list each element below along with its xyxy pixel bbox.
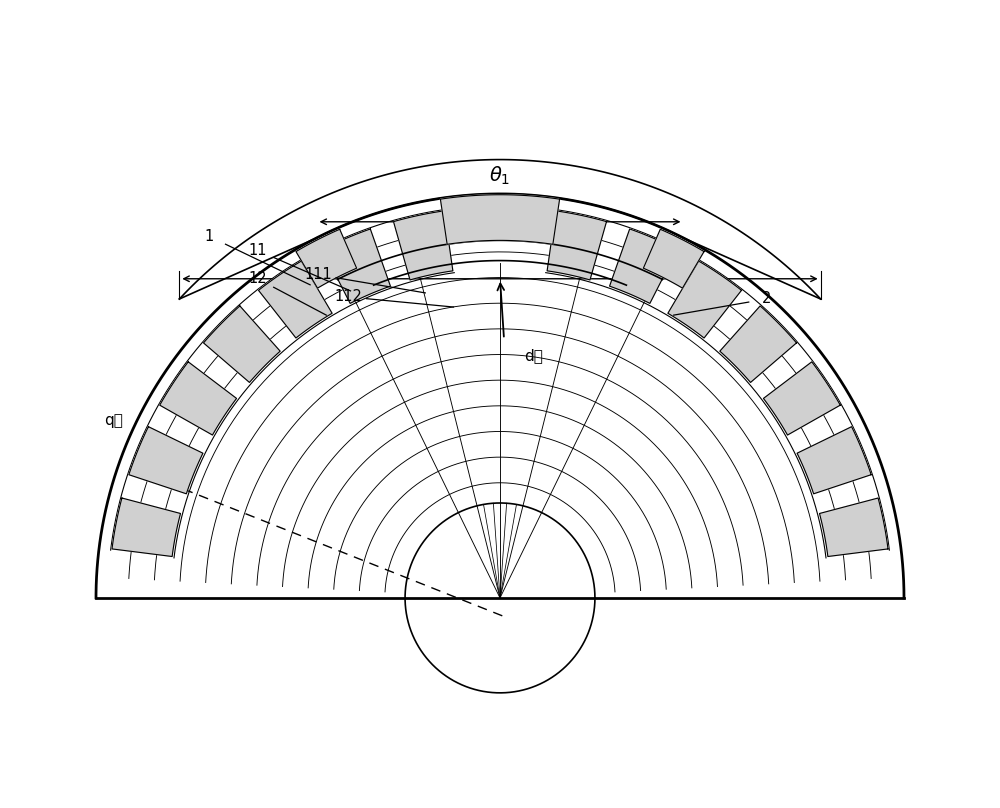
Polygon shape — [112, 498, 180, 557]
Text: $\theta_1$: $\theta_1$ — [489, 165, 511, 187]
Text: 112: 112 — [335, 289, 362, 305]
Polygon shape — [610, 229, 677, 303]
Polygon shape — [204, 306, 280, 382]
Polygon shape — [323, 229, 390, 303]
Text: 12: 12 — [248, 271, 267, 286]
Polygon shape — [643, 229, 704, 288]
Polygon shape — [720, 306, 796, 382]
Polygon shape — [820, 498, 888, 557]
Polygon shape — [129, 427, 203, 494]
Text: 11: 11 — [248, 243, 267, 258]
Text: 2: 2 — [762, 292, 771, 306]
Polygon shape — [160, 362, 237, 435]
Text: $\theta_2$: $\theta_2$ — [488, 208, 512, 233]
Polygon shape — [547, 211, 606, 280]
Polygon shape — [259, 261, 332, 338]
Text: q轴: q轴 — [104, 413, 123, 427]
Polygon shape — [296, 229, 357, 288]
Text: 1: 1 — [204, 229, 214, 244]
Polygon shape — [394, 211, 453, 280]
Text: d轴: d轴 — [524, 348, 543, 363]
Polygon shape — [797, 427, 871, 494]
Polygon shape — [668, 261, 741, 338]
Polygon shape — [763, 362, 840, 435]
Text: 111: 111 — [304, 267, 332, 282]
Polygon shape — [440, 195, 560, 244]
